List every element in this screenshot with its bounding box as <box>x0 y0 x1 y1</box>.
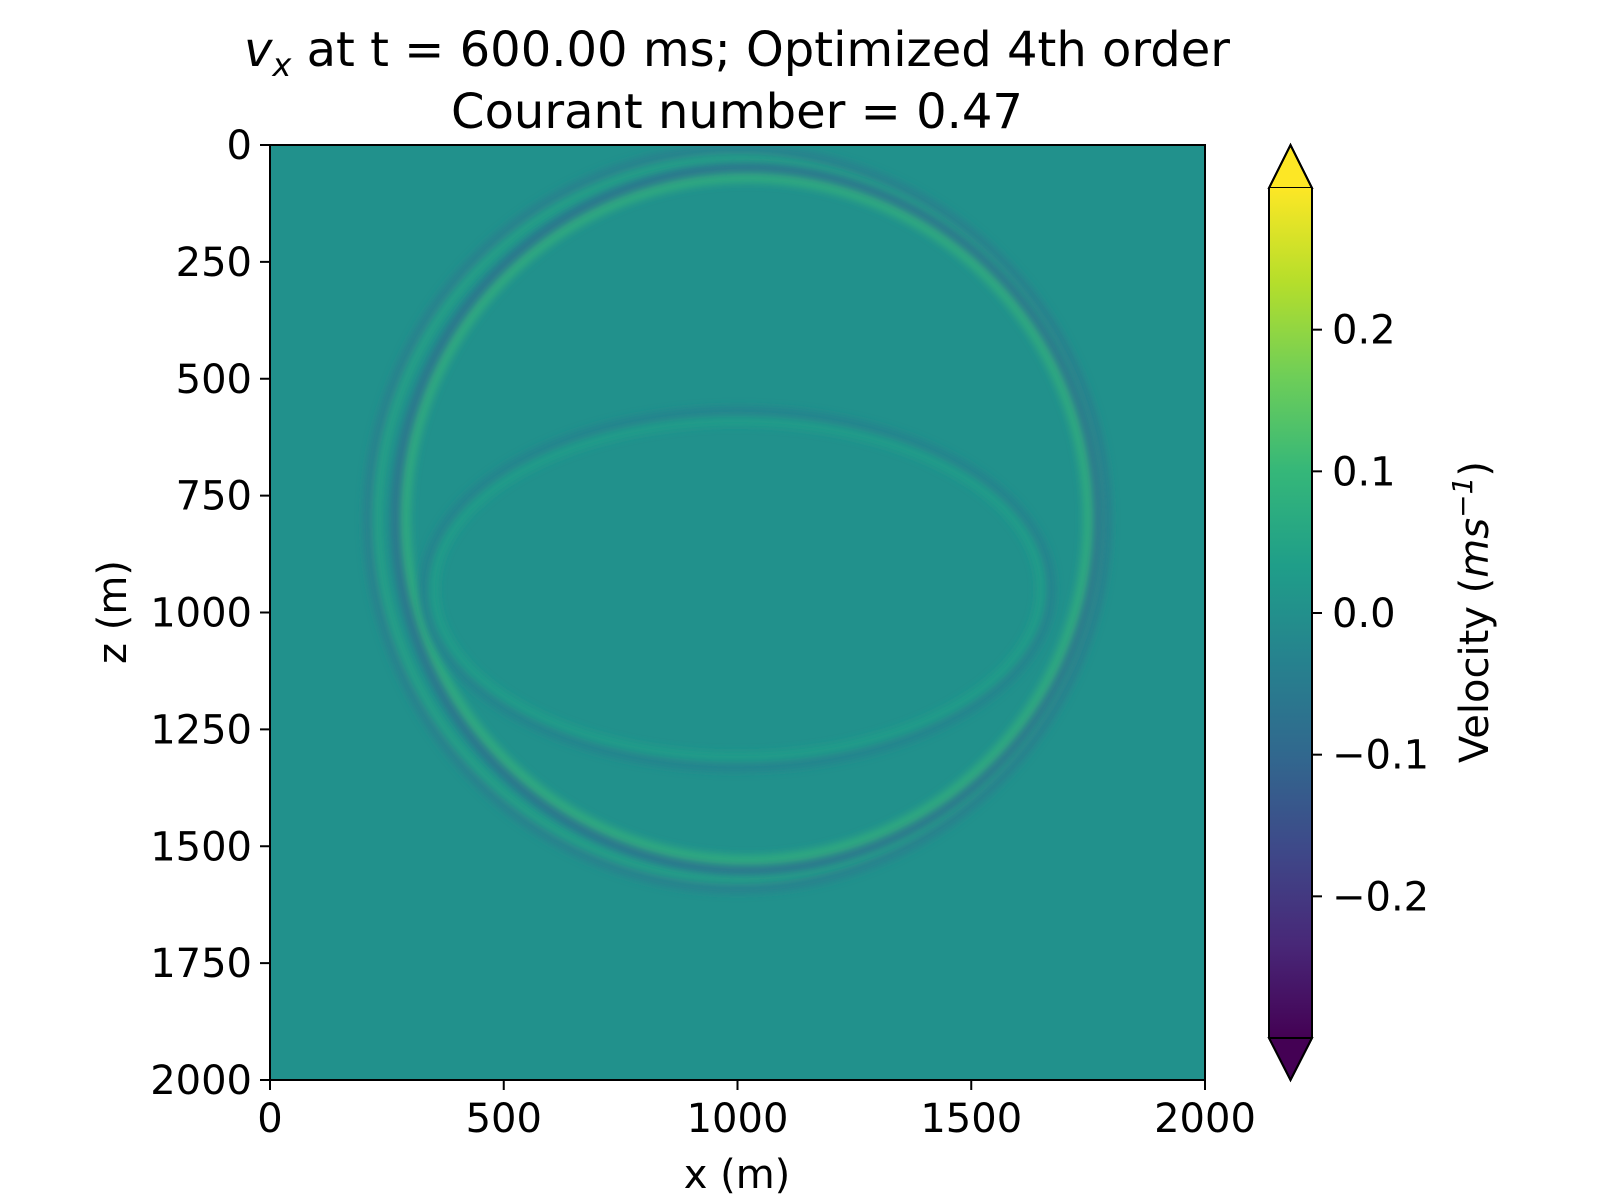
y-axis-ticks: 0 250 500 750 1000 1250 1500 1750 2000 <box>150 123 270 1104</box>
x-tick-label: 1500 <box>920 1096 1022 1142</box>
x-tick-label: 500 <box>466 1096 542 1142</box>
y-axis-label: z (m) <box>90 560 136 664</box>
wavefront-trough <box>419 406 1056 772</box>
y-tick-label: 1750 <box>150 941 252 987</box>
wavefield-layer <box>363 145 1112 893</box>
title-rest: at t = 600.00 ms; Optimized 4th order <box>291 22 1230 78</box>
colorbar-ticks: −0.2 −0.1 0.0 0.1 0.2 <box>1312 308 1429 920</box>
y-tick-label: 1500 <box>150 824 252 870</box>
colorbar-outline <box>1268 142 1313 1083</box>
colorbar-tick-label: 0.0 <box>1332 591 1396 637</box>
wavefront-crest <box>401 173 1093 865</box>
y-tick-label: 1250 <box>150 707 252 753</box>
chart-title-line2: Courant number = 0.47 <box>451 84 1023 140</box>
wavefront-crest <box>429 416 1046 762</box>
colorbar-tick-label: 0.1 <box>1332 449 1396 495</box>
colorbar-tick-label: 0.2 <box>1332 308 1396 354</box>
colorbar-label-main: Velocity ( <box>1452 578 1498 763</box>
colorbar-label-close: ) <box>1452 461 1498 477</box>
x-axis-label: x (m) <box>684 1152 791 1198</box>
y-tick-label: 2000 <box>150 1058 252 1104</box>
colorbar-tick-label: −0.1 <box>1332 733 1429 779</box>
y-tick-label: 750 <box>176 474 252 520</box>
colorbar: −0.2 −0.1 0.0 0.1 0.2 Velocity (ms−1) <box>1267 142 1498 1083</box>
y-tick-label: 0 <box>227 123 252 169</box>
x-axis-ticks: 0 500 1000 1500 2000 <box>257 1080 1256 1142</box>
colorbar-label: Velocity (ms−1) <box>1446 461 1498 763</box>
wavefront-trough <box>363 145 1112 893</box>
y-tick-label: 1000 <box>150 591 252 637</box>
wavefront-trough <box>391 163 1103 875</box>
colorbar-extend-top <box>1267 142 1314 189</box>
y-tick-label: 250 <box>176 240 252 286</box>
plot-area <box>269 144 1206 1081</box>
colorbar-tick-label: −0.2 <box>1332 874 1429 920</box>
x-tick-label: 0 <box>257 1096 282 1142</box>
colorbar-label-exponent: −1 <box>1446 477 1479 518</box>
x-tick-label: 1000 <box>687 1096 789 1142</box>
wavefront-main-ring <box>391 163 1103 875</box>
colorbar-extend-bottom <box>1267 1037 1314 1083</box>
title-var: v <box>244 22 273 78</box>
colorbar-label-unit: ms <box>1452 518 1498 578</box>
title-var-subscript: x <box>271 46 292 84</box>
colorbar-body <box>1269 188 1312 1038</box>
y-tick-label: 500 <box>176 357 252 403</box>
chart-title-line1: vx at t = 600.00 ms; Optimized 4th order <box>244 22 1230 84</box>
x-tick-label: 2000 <box>1154 1096 1256 1142</box>
wavefront-inner-ellipse <box>419 406 1056 772</box>
